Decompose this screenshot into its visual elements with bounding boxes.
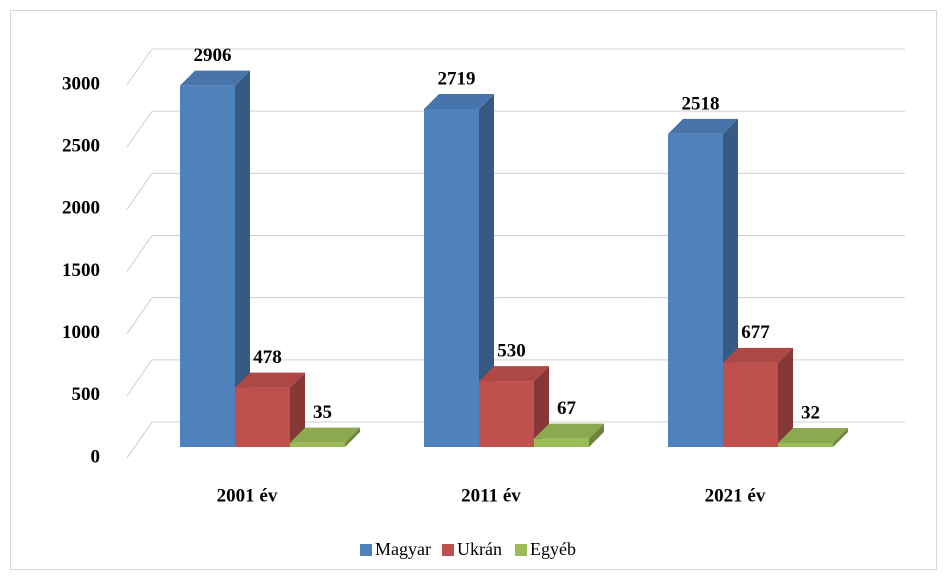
bar-top: [534, 423, 604, 439]
bar-top: [235, 372, 305, 388]
bar: [778, 428, 848, 447]
y-tick-label: 2500: [62, 136, 100, 157]
data-label: 677: [741, 322, 770, 343]
data-label: 32: [801, 402, 820, 423]
grid-line-side: [126, 48, 153, 86]
bar-front: [723, 362, 778, 447]
grid-line: [126, 297, 905, 334]
grid-line: [126, 48, 905, 86]
bar-side: [833, 428, 848, 447]
bar-side: [290, 372, 305, 447]
bar: [290, 427, 360, 447]
bar: [479, 366, 549, 447]
bar-top: [778, 428, 848, 444]
bar-top: [180, 70, 250, 86]
bar-side: [479, 93, 494, 447]
bar: [534, 423, 604, 447]
bar-top: [668, 118, 738, 134]
y-tick-label: 2000: [62, 198, 100, 219]
bar-front: [668, 133, 723, 448]
bar-side: [778, 347, 793, 447]
x-tick-label: 2001 év: [217, 485, 278, 506]
bar-front: [424, 108, 479, 447]
legend-swatch: [442, 544, 454, 556]
bar-side: [589, 423, 604, 447]
bar-side: [345, 427, 360, 447]
legend-label: Egyéb: [530, 539, 576, 559]
bar: [235, 372, 305, 447]
bar-front: [290, 442, 345, 447]
grid-line-side: [126, 235, 153, 272]
data-label: 35: [313, 402, 332, 423]
data-label: 67: [557, 398, 577, 419]
legend-swatch: [360, 544, 372, 556]
grid-line-side: [126, 173, 153, 210]
bar-top: [290, 427, 360, 443]
bar-front: [534, 438, 589, 447]
grid-line: [126, 110, 905, 148]
bar-front: [235, 387, 290, 447]
data-label: 530: [497, 340, 526, 361]
y-tick-label: 1000: [62, 322, 100, 343]
bar-front: [479, 381, 534, 447]
x-tick-label: 2011 év: [461, 485, 521, 506]
bar-front: [180, 85, 235, 448]
bar-top: [479, 366, 549, 382]
data-label: 478: [253, 347, 282, 368]
grid-line-side: [126, 359, 153, 397]
y-tick-label: 500: [72, 384, 101, 405]
grid-line: [126, 172, 905, 210]
bar-side: [235, 70, 250, 448]
y-tick-label: 1500: [62, 260, 100, 281]
bar-side: [534, 366, 549, 447]
data-label: 2719: [438, 68, 476, 89]
grid-line: [126, 235, 905, 272]
legend-label: Magyar: [375, 539, 431, 559]
grid-line-side: [126, 297, 153, 334]
y-tick-label: 3000: [62, 73, 100, 94]
bar: [180, 70, 250, 448]
grid-line-side: [126, 421, 153, 459]
grid-line-side: [126, 110, 153, 148]
legend-label: Ukrán: [457, 539, 502, 559]
y-tick-label: 0: [91, 446, 101, 467]
bar: [723, 347, 793, 447]
legend-swatch: [515, 544, 527, 556]
data-label: 2518: [682, 93, 720, 114]
bar: [424, 93, 494, 447]
data-label: 2906: [194, 45, 232, 66]
x-tick-label: 2021 év: [705, 485, 766, 506]
bar-top: [424, 93, 494, 109]
bar-front: [778, 443, 833, 447]
bar-top: [723, 347, 793, 363]
